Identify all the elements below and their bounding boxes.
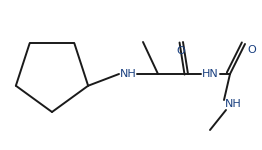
Text: NH: NH [120,69,137,79]
Text: O: O [177,46,185,56]
Text: NH: NH [225,99,241,109]
Text: O: O [248,45,256,55]
Text: HN: HN [202,69,218,79]
